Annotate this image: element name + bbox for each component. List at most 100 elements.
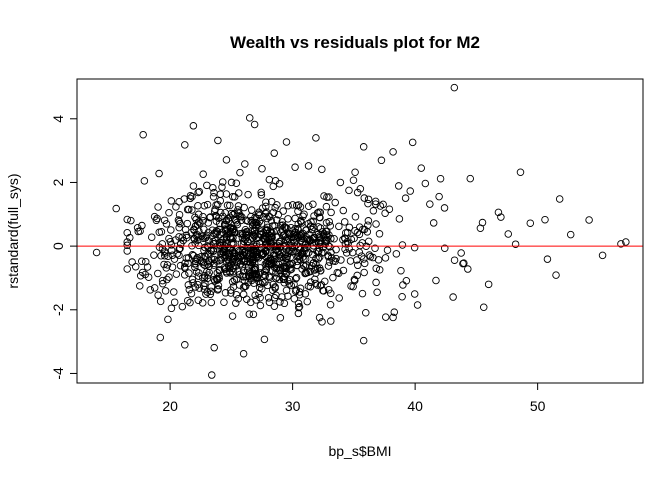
data-point [298,248,306,256]
data-point [222,156,231,164]
data-point [478,218,487,227]
data-point [526,219,535,227]
data-point [209,193,218,201]
data-point [245,310,254,318]
plot-frame [76,78,644,384]
data-point [325,258,334,266]
data-point [245,268,254,276]
data-point [165,209,173,217]
data-point [272,274,280,283]
data-point [360,259,369,268]
data-point [276,298,284,306]
data-point [189,122,198,130]
data-point [366,252,375,261]
data-point [156,333,165,342]
data-point [170,298,179,306]
data-point [158,240,167,248]
data-point [323,193,331,201]
data-point [371,244,379,253]
data-point [160,216,169,225]
data-point [261,278,269,286]
data-point [212,201,220,209]
data-point [291,274,300,283]
data-point [242,216,250,225]
data-point [226,201,234,210]
data-point [204,236,213,245]
data-point [212,212,221,221]
data-point [92,248,101,257]
data-point [181,259,189,267]
data-point [356,184,365,193]
data-point [324,286,333,294]
data-point [167,197,176,205]
data-point [186,298,194,307]
data-point [290,294,299,303]
data-point [225,267,234,276]
data-point [264,294,273,302]
data-point [406,187,414,195]
data-point [399,281,407,289]
data-point [186,194,194,203]
data-point [373,288,381,297]
data-point [302,226,311,234]
data-point [230,228,239,237]
data-point [284,246,293,255]
data-point [335,269,343,277]
data-point [164,315,172,324]
data-point [240,255,248,263]
data-point [206,213,215,221]
data-point [327,248,335,257]
data-point [250,226,259,235]
data-point [304,162,313,170]
data-point [112,204,120,213]
data-point [185,205,193,214]
data-point [317,281,326,289]
data-point [252,270,261,278]
data-point [339,206,348,215]
data-point [181,141,189,149]
data-point [381,254,390,262]
data-point [188,206,196,214]
data-point [408,138,417,147]
data-point [195,269,203,277]
data-point [552,271,560,279]
data-point [432,276,440,285]
data-point [449,293,457,301]
data-point [236,260,245,268]
data-point [147,233,156,241]
data-point [450,83,459,92]
data-point [199,170,207,178]
data-point [372,264,381,273]
data-point [218,228,227,236]
data-point [345,245,353,253]
data-point [278,293,286,301]
data-point [285,280,294,288]
data-point [222,216,231,224]
data-point [223,201,232,210]
data-point [282,286,291,295]
data-point [294,309,303,318]
data-point [355,223,364,231]
data-point [622,238,630,246]
data-point [295,288,304,296]
data-point [441,244,449,252]
data-point [262,202,270,211]
data-point [251,291,259,299]
data-point [216,249,225,258]
data-point [229,283,238,291]
data-point [617,240,625,248]
data-point [236,168,244,177]
data-point [163,261,172,269]
data-point [312,134,320,142]
data-point [183,296,192,305]
data-point [197,253,205,261]
data-point [359,143,368,151]
data-point [329,273,337,282]
data-point [327,289,335,298]
data-point [389,148,397,156]
data-point [207,246,216,255]
data-point [319,286,327,295]
data-point [313,209,322,217]
data-point [312,254,320,263]
